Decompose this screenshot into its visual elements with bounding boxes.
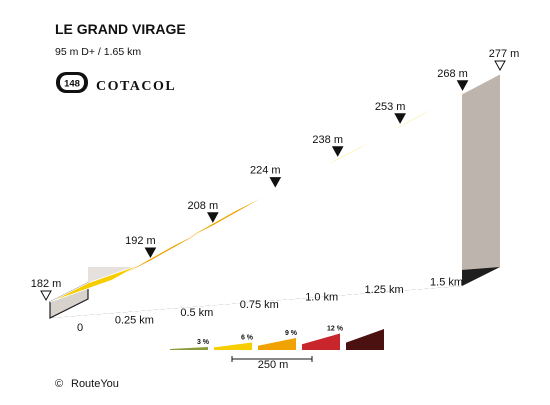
elevation-label: 208 m bbox=[188, 200, 219, 212]
profile-segment bbox=[424, 73, 501, 114]
elevation-label: 192 m bbox=[125, 235, 156, 247]
cotacol-logo: 148 COTACOL bbox=[56, 72, 176, 94]
distance-tick-label: 0.25 km bbox=[115, 314, 154, 326]
distance-tick-label: 1.5 km bbox=[430, 276, 463, 288]
profile-base bbox=[49, 74, 501, 319]
distance-tick-label: 0 bbox=[77, 322, 83, 334]
climb-stats: 95 m D+ / 1.65 km bbox=[55, 46, 141, 58]
gradient-legend: 3 % 6 % 9 % 12 % bbox=[170, 326, 384, 362]
elevation-label: 238 m bbox=[312, 134, 343, 146]
distance-tick-label: 1.25 km bbox=[365, 284, 404, 296]
profile-end-face bbox=[462, 74, 501, 286]
profile-front-face bbox=[50, 93, 463, 318]
distance-tick-label: 0.5 km bbox=[180, 307, 213, 319]
elevation-marker bbox=[207, 212, 219, 223]
elevation-label: 253 m bbox=[375, 101, 406, 113]
badge-inner bbox=[60, 75, 84, 90]
legend-swatch bbox=[258, 338, 296, 350]
copyright-text: RouteYou bbox=[71, 378, 119, 390]
elevation-marker bbox=[331, 146, 344, 157]
elevation-marker bbox=[456, 80, 469, 91]
elevation-label: 277 m bbox=[489, 48, 520, 60]
elevation-label: 182 m bbox=[31, 278, 62, 290]
legend-swatch bbox=[302, 333, 340, 350]
scale-label: 250 m bbox=[258, 359, 289, 371]
legend-swatch bbox=[170, 347, 208, 350]
distance-tick-label: 0.75 km bbox=[240, 299, 279, 311]
legend-swatch bbox=[214, 342, 252, 350]
elevation-label: 224 m bbox=[250, 165, 281, 177]
legend-label: 6 % bbox=[241, 335, 254, 342]
legend-label: 3 % bbox=[197, 339, 210, 346]
copyright-symbol: © bbox=[55, 378, 63, 390]
elevation-marker bbox=[40, 290, 52, 302]
distance-tick-label: 1.0 km bbox=[305, 292, 338, 304]
distance-axis: 0 0.25 km 0.5 km 0.75 km 1.0 km 1.25 km 1.5 km bbox=[77, 276, 463, 334]
elevation-label: 268 m bbox=[437, 68, 468, 80]
elevation-marker bbox=[494, 60, 506, 72]
elevation-markers: 182 m 192 m 208 m 224 m 238 m 253 m 268 m 277 m bbox=[31, 48, 520, 302]
brand-name: COTACOL bbox=[96, 79, 176, 94]
elevation-marker bbox=[144, 247, 157, 259]
profile-top-band bbox=[49, 73, 501, 303]
page-title: LE GRAND VIRAGE bbox=[55, 21, 186, 37]
legend-label: 9 % bbox=[285, 330, 298, 337]
badge-number: 148 bbox=[64, 79, 80, 90]
legend-label: 12 % bbox=[327, 326, 344, 333]
elevation-marker bbox=[394, 113, 406, 124]
legend-swatch bbox=[346, 329, 384, 350]
elevation-marker bbox=[269, 177, 282, 188]
